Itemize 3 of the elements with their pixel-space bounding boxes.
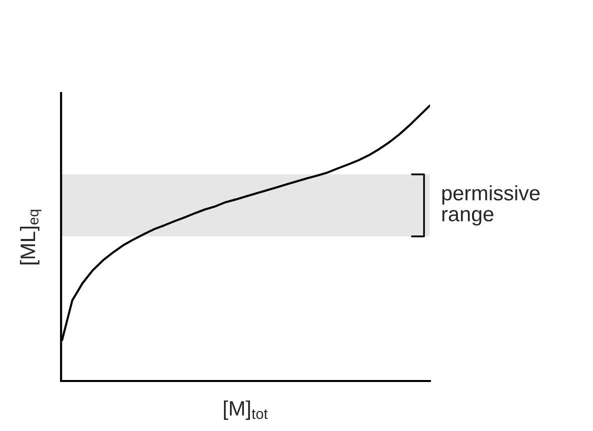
y-axis-title: [ML]$_{eq}$ [20, 210, 42, 264]
x-axis-title: [M]$_{tot}$ [224, 400, 268, 420]
band-label: permissive range [442, 185, 540, 226]
